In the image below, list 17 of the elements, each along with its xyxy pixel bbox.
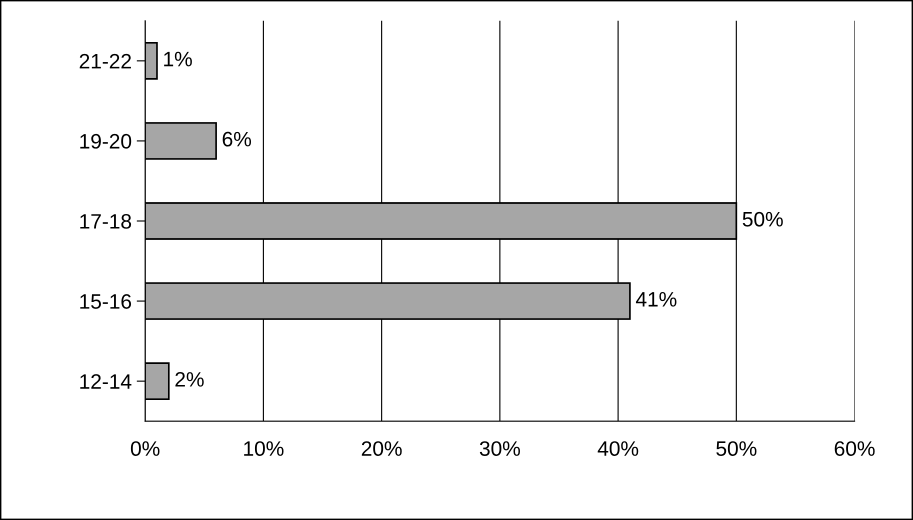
data-label: 2% [175, 372, 204, 387]
y-tick-label: 17-18 [80, 214, 132, 229]
y-tick-label: 19-20 [80, 134, 132, 149]
y-tick-label: 21-22 [80, 54, 131, 68]
x-tick-label: 20% [362, 441, 402, 456]
x-tick-label: 60% [834, 441, 875, 456]
x-tick-label: 40% [598, 441, 638, 456]
data-label: 50% [742, 212, 783, 227]
y-tick-label: 12-14 [80, 374, 132, 389]
x-tick-label: 30% [480, 441, 520, 456]
x-tick-label: 0% [130, 441, 160, 456]
data-label: 41% [636, 292, 676, 307]
data-label: 6% [222, 132, 252, 147]
x-tick-label: 10% [244, 441, 284, 456]
y-tick-label: 15-16 [80, 294, 132, 309]
data-label: 1% [164, 52, 192, 66]
x-tick-label: 50% [716, 441, 756, 456]
